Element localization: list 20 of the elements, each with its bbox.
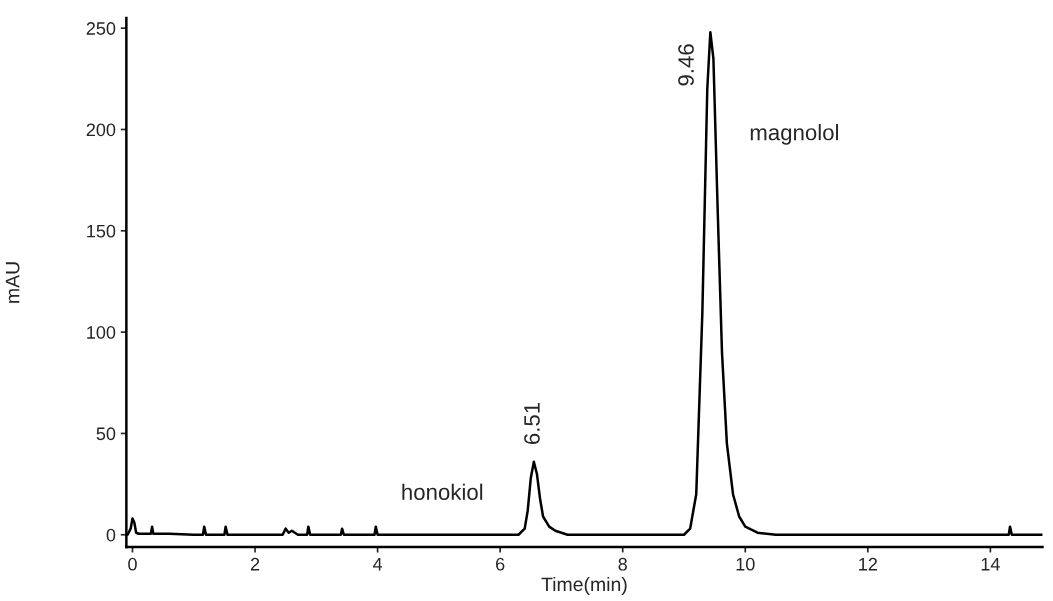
annotation: 6.51 — [524, 402, 540, 445]
x-tick-label: 4 — [373, 557, 383, 571]
x-axis-title: Time(min) — [541, 576, 627, 596]
x-tick-label: 10 — [736, 557, 755, 571]
y-axis-title: mAU — [5, 262, 20, 303]
x-tick-label: 8 — [618, 557, 627, 571]
annotation: honokiol — [402, 483, 483, 500]
x-tick-label: 14 — [981, 557, 1000, 571]
y-tick-label: 0 — [106, 528, 116, 542]
y-tick-label: 100 — [87, 326, 116, 339]
x-tick-label: 0 — [128, 557, 137, 571]
x-tick-label: 6 — [496, 557, 505, 571]
annotation: 9.46 — [678, 44, 694, 86]
x-tick-label: 12 — [859, 557, 877, 571]
annotation: magnolol — [750, 124, 839, 145]
y-tick-label: 200 — [86, 123, 116, 137]
y-tick-label: 250 — [86, 22, 116, 35]
y-tick-label: 150 — [87, 224, 116, 238]
x-tick-label: 2 — [250, 557, 260, 571]
y-tick-label: 50 — [96, 427, 116, 441]
